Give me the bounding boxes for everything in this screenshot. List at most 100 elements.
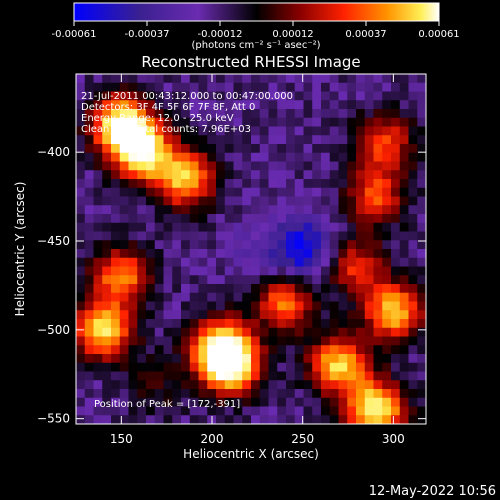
heatmap-cell <box>93 327 103 337</box>
heatmap-cell <box>286 362 296 372</box>
heatmap-cell <box>277 117 287 127</box>
heatmap-cell <box>242 406 252 416</box>
heatmap-cell <box>382 319 392 329</box>
heatmap-cell <box>93 222 103 232</box>
heatmap-cell <box>137 310 147 320</box>
heatmap-cell <box>294 319 304 329</box>
heatmap-cell <box>93 161 103 171</box>
heatmap-cell <box>312 397 322 407</box>
heatmap-cell <box>163 214 173 224</box>
heatmap-cell <box>251 406 261 416</box>
heatmap-cell <box>119 371 129 381</box>
heatmap-cell <box>233 415 243 425</box>
heatmap-cell <box>391 389 401 399</box>
heatmap-cell <box>286 152 296 162</box>
heatmap-cell <box>277 179 287 189</box>
heatmap-cell <box>163 397 173 407</box>
heatmap-cell <box>373 345 383 355</box>
heatmap-cell <box>251 354 261 364</box>
heatmap-cell <box>364 319 374 329</box>
heatmap-cell <box>294 100 304 110</box>
heatmap-cell <box>163 240 173 250</box>
heatmap-cell <box>102 301 112 311</box>
heatmap-cell <box>216 380 226 390</box>
heatmap-cell <box>286 354 296 364</box>
heatmap-cell <box>329 362 339 372</box>
heatmap-cell <box>93 397 103 407</box>
heatmap-cell <box>207 126 217 136</box>
heatmap-cell <box>259 222 269 232</box>
heatmap-cell <box>251 249 261 259</box>
heatmap-cell <box>373 205 383 215</box>
heatmap-cell <box>277 319 287 329</box>
heatmap-cell <box>417 336 427 346</box>
heatmap-cell <box>259 91 269 101</box>
heatmap-cell <box>189 284 199 294</box>
heatmap-cell <box>251 187 261 197</box>
heatmap-cell <box>329 91 339 101</box>
heatmap-cell <box>356 170 366 180</box>
heatmap-cell <box>93 310 103 320</box>
heatmap-cell <box>198 257 208 267</box>
heatmap-cell <box>417 406 427 416</box>
heatmap-cell <box>111 152 121 162</box>
heatmap-cell <box>356 152 366 162</box>
heatmap-cell <box>356 301 366 311</box>
heatmap-cell <box>111 415 121 425</box>
heatmap-cell <box>329 187 339 197</box>
heatmap-cell <box>93 126 103 136</box>
heatmap-cell <box>216 91 226 101</box>
heatmap-cell <box>277 135 287 145</box>
heatmap-cell <box>329 345 339 355</box>
heatmap-cell <box>242 126 252 136</box>
heatmap-cell <box>111 310 121 320</box>
heatmap-cell <box>356 397 366 407</box>
heatmap-cell <box>146 406 156 416</box>
heatmap-cell <box>303 82 313 92</box>
heatmap-cell <box>76 362 86 372</box>
heatmap-cell <box>163 196 173 206</box>
heatmap-cell <box>251 345 261 355</box>
heatmap-cell <box>242 170 252 180</box>
heatmap-cell <box>181 222 191 232</box>
heatmap-cell <box>417 170 427 180</box>
heatmap-cell <box>268 161 278 171</box>
heatmap-cell <box>111 117 121 127</box>
heatmap-cell <box>373 240 383 250</box>
heatmap-cell <box>111 371 121 381</box>
heatmap-cell <box>338 319 348 329</box>
heatmap-cell <box>399 170 409 180</box>
heatmap-cell <box>189 161 199 171</box>
heatmap-cell <box>242 91 252 101</box>
heatmap-cell <box>93 152 103 162</box>
heatmap-cell <box>102 144 112 154</box>
y-tick-label: −400 <box>37 145 70 159</box>
heatmap-cell <box>329 354 339 364</box>
heatmap-cell <box>233 354 243 364</box>
heatmap-cell <box>137 354 147 364</box>
heatmap-cell <box>329 135 339 145</box>
heatmap-cell <box>286 266 296 276</box>
heatmap-cell <box>84 170 94 180</box>
heatmap-cell <box>347 380 357 390</box>
heatmap-cell <box>119 266 129 276</box>
heatmap-cell <box>146 240 156 250</box>
heatmap-cell <box>356 284 366 294</box>
heatmap-cell <box>268 231 278 241</box>
heatmap-cell <box>277 397 287 407</box>
heatmap-cell <box>119 301 129 311</box>
heatmap-cell <box>146 91 156 101</box>
heatmap-cell <box>137 397 147 407</box>
heatmap-cell <box>251 100 261 110</box>
heatmap-cell <box>172 310 182 320</box>
heatmap-cell <box>312 249 322 259</box>
heatmap-cell <box>338 310 348 320</box>
heatmap-cell <box>312 292 322 302</box>
heatmap-cell <box>321 275 331 285</box>
heatmap-cell <box>146 126 156 136</box>
heatmap-cell <box>321 249 331 259</box>
heatmap-cell <box>417 135 427 145</box>
heatmap-cell <box>242 292 252 302</box>
heatmap-cell <box>172 205 182 215</box>
heatmap-cell <box>154 179 164 189</box>
